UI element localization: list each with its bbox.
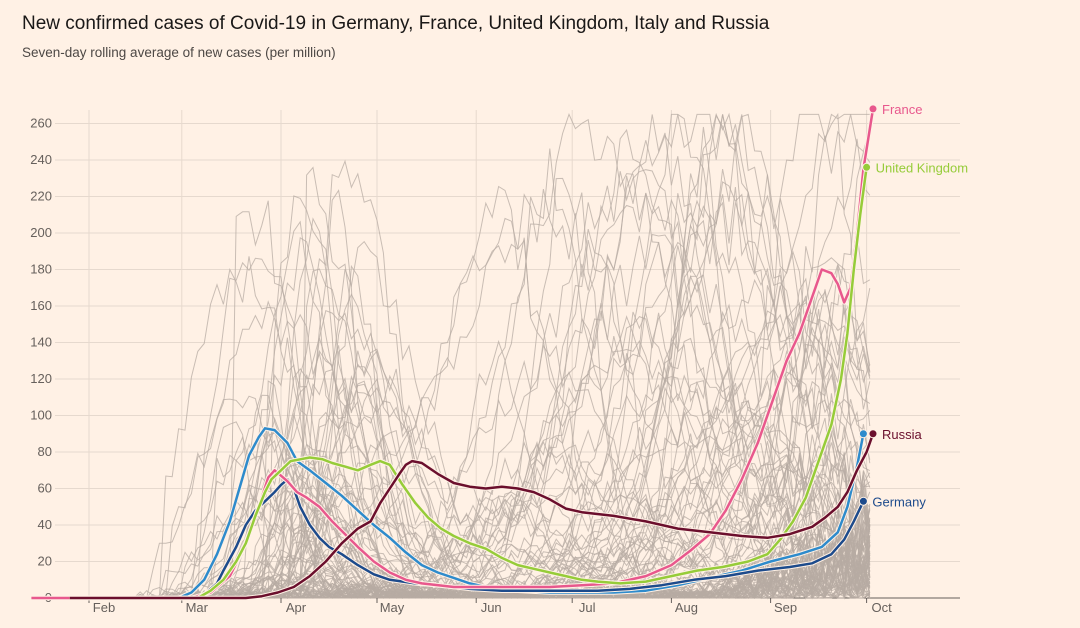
y-tick-label: 180 xyxy=(30,262,52,277)
y-tick-label: 100 xyxy=(30,408,52,423)
y-tick-label: 60 xyxy=(38,481,52,496)
background-country-line xyxy=(69,429,871,599)
x-tick-label: Jul xyxy=(579,600,596,615)
y-tick-label: 240 xyxy=(30,152,52,167)
y-tick-label: 200 xyxy=(30,225,52,240)
x-tick-label: Feb xyxy=(93,600,115,615)
france-label: France xyxy=(882,102,922,117)
russia-label: Russia xyxy=(882,427,923,442)
highlighted-series xyxy=(31,108,876,601)
chart-title: New confirmed cases of Covid-19 in Germa… xyxy=(22,13,770,34)
germany-label: Germany xyxy=(872,494,926,509)
united-kingdom-label: United Kingdom xyxy=(876,160,969,175)
y-tick-label: 260 xyxy=(30,116,52,131)
germany-line xyxy=(69,478,865,600)
x-tick-label: Sep xyxy=(774,600,797,615)
x-tick-label: Mar xyxy=(186,600,209,615)
united-kingdom-end-marker xyxy=(862,162,872,172)
germany-end-marker xyxy=(858,496,868,506)
x-tick-label: May xyxy=(380,600,405,615)
y-tick-label: 120 xyxy=(30,371,52,386)
france-end-marker xyxy=(868,104,878,114)
y-tick-label: 160 xyxy=(30,298,52,313)
y-tick-label: 220 xyxy=(30,189,52,204)
y-tick-label: 80 xyxy=(38,444,52,459)
background-country-line xyxy=(69,188,871,599)
background-country-line xyxy=(69,233,871,599)
italy-line xyxy=(69,427,865,600)
background-country-line xyxy=(69,277,871,599)
series-end-labels: Germany France United Kingdom Russia xyxy=(858,102,969,509)
y-tick-label: 40 xyxy=(38,517,52,532)
france-line xyxy=(31,108,875,600)
russia-end-marker xyxy=(868,429,878,439)
russia-line xyxy=(69,433,875,600)
x-tick-label: Oct xyxy=(871,600,892,615)
y-tick-label: 20 xyxy=(38,554,52,569)
x-tick-label: Jun xyxy=(481,600,502,615)
italy-end-marker xyxy=(858,429,868,439)
x-tick-label: Aug xyxy=(675,600,698,615)
y-tick-label: 140 xyxy=(30,335,52,350)
x-tick-label: Apr xyxy=(286,600,307,615)
united-kingdom-line xyxy=(69,167,868,600)
chart-subtitle: Seven-day rolling average of new cases (… xyxy=(22,45,336,60)
